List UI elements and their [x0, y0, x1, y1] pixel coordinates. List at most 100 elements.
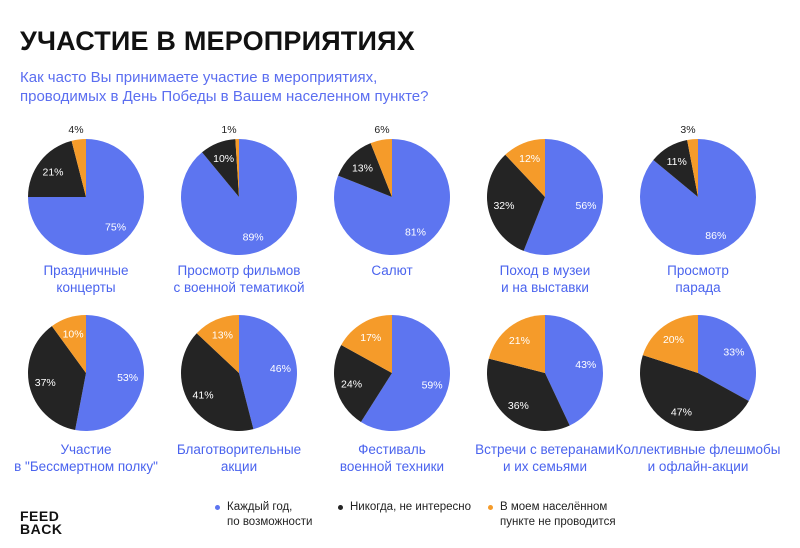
legend-not-held: В моем населённом пункте не проводится	[488, 500, 616, 530]
pie-value-label: 20%	[663, 334, 684, 346]
pie-value-label: 81%	[405, 227, 426, 239]
pie-slice	[523, 139, 604, 255]
pie-slice	[334, 139, 450, 255]
pie-chart-title-line: военной техники	[339, 459, 445, 474]
pie-chart: 75% 21% 4%	[28, 124, 144, 255]
pie-slice	[75, 315, 145, 431]
legend-never: Никогда, не интересно	[338, 500, 471, 515]
pie-slice	[338, 143, 392, 197]
logo-line: FEED	[20, 508, 60, 524]
pie-slice	[71, 139, 86, 197]
pie-value-label: 10%	[213, 153, 234, 165]
pie-chart-title: Салют	[307, 262, 477, 279]
legend-dot-icon	[338, 505, 343, 510]
pie-chart: 46% 41% 13%	[180, 315, 297, 431]
pie-value-label: 10%	[63, 328, 84, 340]
pie-chart: 56% 32% 12%	[487, 139, 604, 255]
pie-value-label: 43%	[575, 359, 596, 371]
pie-slice	[334, 345, 392, 422]
pie-chart-title-line: Участие	[60, 442, 112, 457]
pie-chart-title-line: акции	[220, 459, 258, 474]
pie-chart-title-line: и их семьями	[502, 459, 588, 474]
pie-chart-title: Встречи с ветеранами и их семьями	[460, 441, 630, 475]
pie-slice	[28, 140, 86, 197]
pie-value-label: 21%	[42, 166, 63, 178]
pie-value-label: 4%	[68, 124, 83, 136]
pie-slice	[51, 315, 86, 373]
pie-value-label: 86%	[705, 230, 726, 242]
pie-value-label: 13%	[352, 162, 373, 174]
pie-chart-title-line: Просмотр фильмов	[177, 263, 301, 278]
pie-chart-title-line: Коллективные флешмобы	[615, 442, 781, 457]
subtitle-line: проводимых в День Победы в Вашем населен…	[20, 88, 429, 105]
pie-chart-title: Праздничные концерты	[1, 262, 171, 296]
pie-chart-title-line: Салют	[371, 263, 413, 278]
pie-value-label: 21%	[509, 335, 530, 347]
pie-slice	[360, 315, 451, 431]
pie-value-label: 24%	[341, 378, 362, 390]
pie-chart-title: Фестиваль военной техники	[307, 441, 477, 475]
pie-slice	[180, 333, 254, 431]
feedback-logo: FEED BACK	[20, 508, 63, 537]
pie-chart: 81% 13% 6%	[334, 124, 450, 255]
pie-slice	[698, 315, 756, 401]
pie-chart-title: Поход в музеи и на выставки	[460, 262, 630, 296]
pie-value-label: 36%	[508, 400, 529, 412]
subtitle: Как часто Вы принимаете участие в меропр…	[20, 68, 540, 106]
pie-slice	[202, 139, 239, 197]
pie-value-label: 59%	[422, 380, 443, 392]
pie-chart-title: Просмотр парада	[613, 262, 783, 296]
pie-chart-title: Участие в "Бессмертном полку"	[1, 441, 171, 475]
pie-slice	[239, 315, 297, 430]
pie-slice	[487, 154, 545, 251]
pie-chart-title-line: концерты	[56, 280, 116, 295]
pie-value-label: 46%	[270, 363, 291, 375]
pie-slice	[486, 358, 570, 431]
legend-label: Никогда, не интересно	[350, 501, 471, 513]
pie-chart-title-line: Праздничные	[43, 263, 129, 278]
legend-dot-icon	[215, 505, 220, 510]
legend-every-year: Каждый год, по возможности	[215, 500, 313, 530]
pie-slice	[687, 139, 698, 197]
pie-value-label: 47%	[671, 406, 692, 418]
pie-chart-title-line: Фестиваль	[358, 442, 426, 457]
legend-dot-icon	[488, 505, 493, 510]
pie-slice	[653, 140, 698, 197]
pie-chart-title-line: Поход в музеи	[499, 263, 591, 278]
legend-label: по возможности	[227, 516, 313, 528]
pie-chart-title-line: в "Бессмертном полку"	[14, 459, 158, 474]
pie-slice	[28, 326, 86, 430]
pie-slice	[196, 315, 239, 373]
logo-line: BACK	[20, 521, 63, 537]
pie-chart-title-line: парада	[675, 280, 721, 295]
pie-chart: 33% 47% 20%	[640, 315, 756, 431]
pie-chart-title-line: и на выставки	[501, 280, 589, 295]
pie-slice	[640, 355, 749, 431]
pie-chart: 59% 24% 17%	[334, 315, 451, 431]
pie-value-label: 6%	[374, 124, 389, 136]
pie-slice	[370, 139, 392, 197]
pie-chart-title: Просмотр фильмов с военной тематикой	[154, 262, 324, 296]
legend-label: пункте не проводится	[500, 516, 616, 528]
pie-slice	[642, 315, 698, 373]
pie-chart-title-line: с военной тематикой	[173, 280, 305, 295]
pie-slice	[545, 315, 604, 426]
pie-chart-title: Коллективные флешмобы и офлайн-акции	[613, 441, 783, 475]
pie-value-label: 1%	[221, 124, 236, 136]
pie-chart-title: Благотворительные акции	[154, 441, 324, 475]
pie-value-label: 33%	[723, 347, 744, 359]
pie-chart: 53% 37% 10%	[28, 315, 145, 431]
pie-value-label: 32%	[493, 200, 514, 212]
pie-chart: 86% 11% 3%	[640, 124, 757, 255]
pie-chart-title-line: Просмотр	[667, 263, 729, 278]
pie-value-label: 12%	[519, 153, 540, 165]
subtitle-line: Как часто Вы принимаете участие в меропр…	[20, 69, 378, 86]
pie-chart-title-line: Благотворительные	[176, 442, 302, 457]
pie-value-label: 53%	[117, 372, 138, 384]
pie-value-label: 11%	[667, 156, 687, 168]
pie-value-label: 37%	[35, 377, 56, 389]
pie-slice	[341, 315, 392, 373]
pie-chart-title-line: Встречи с ветеранами	[475, 442, 615, 457]
legend-label: В моем населённом	[500, 501, 608, 513]
